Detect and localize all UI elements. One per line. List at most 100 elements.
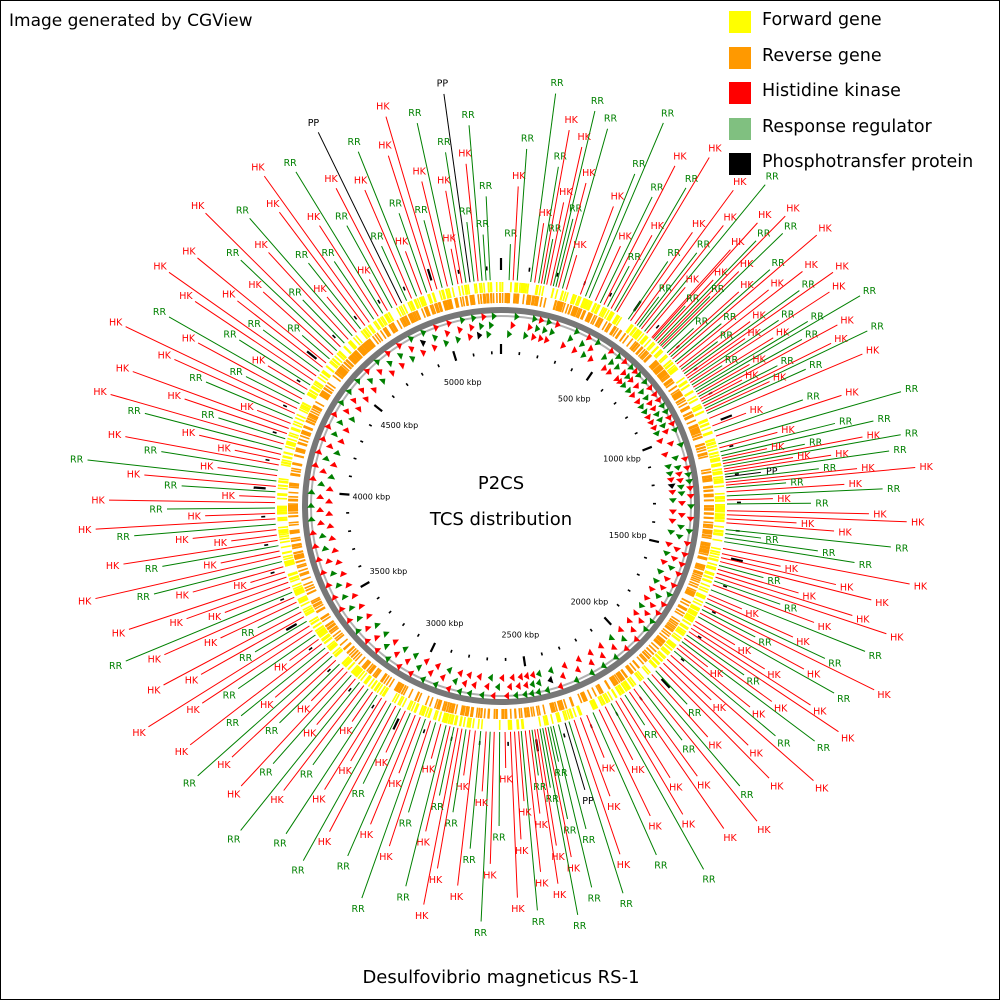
reverse-gene-mark (296, 564, 307, 569)
reverse-gene-mark (464, 706, 468, 717)
callout-line (725, 468, 819, 481)
rr-marker (573, 327, 580, 335)
rr-marker (419, 329, 427, 337)
forward-gene-mark (706, 442, 717, 447)
forward-gene-mark (442, 712, 448, 723)
outer-scale-tick (371, 704, 375, 709)
rr-label: RR (893, 445, 907, 456)
forward-gene-mark (376, 683, 384, 694)
hk-label: HK (740, 259, 754, 270)
reverse-gene-mark (345, 359, 354, 368)
hk-label: HK (106, 561, 120, 572)
hk-label: HK (91, 495, 105, 506)
forward-gene-mark (343, 345, 352, 355)
forward-gene-mark (290, 427, 301, 433)
hk-label: HK (78, 597, 92, 608)
reverse-gene-mark (653, 638, 663, 647)
rr-label: RR (784, 221, 798, 232)
rr-marker (321, 455, 330, 462)
reverse-gene-mark (654, 366, 663, 375)
forward-gene-mark (418, 297, 424, 307)
rr-label: RR (859, 560, 873, 571)
reverse-gene-mark (585, 312, 591, 323)
reverse-gene-mark (343, 642, 352, 651)
forward-gene-mark (364, 675, 373, 685)
reverse-gene-mark (688, 423, 698, 429)
rr-marker (673, 464, 682, 471)
callout-line (722, 436, 863, 465)
callout-line (262, 291, 334, 356)
callout-line (205, 512, 276, 517)
forward-gene-mark (704, 571, 715, 577)
forward-gene-mark (693, 597, 704, 604)
scale-tick (636, 573, 640, 577)
forward-gene-mark (283, 556, 294, 561)
reverse-gene-mark (301, 576, 312, 582)
rr-marker (541, 326, 548, 334)
reverse-gene-mark (676, 399, 687, 406)
reverse-gene-mark (486, 293, 489, 304)
reverse-gene-mark (591, 315, 598, 326)
reverse-gene-mark (327, 623, 337, 631)
reverse-gene-mark (352, 351, 361, 361)
reverse-gene-mark (643, 649, 652, 658)
hk-label: HK (752, 709, 766, 720)
reverse-gene-mark (464, 295, 469, 306)
callout-line (692, 624, 765, 670)
reverse-gene-mark (702, 478, 713, 482)
rr-marker (613, 653, 620, 660)
hk-marker (434, 662, 442, 671)
hk-label: HK (179, 291, 193, 302)
forward-gene-mark (590, 302, 597, 313)
forward-gene-mark (646, 341, 655, 350)
hk-label: HK (745, 609, 759, 620)
reverse-gene-mark (611, 675, 619, 685)
callout-line (480, 731, 491, 922)
callout-line (722, 547, 910, 585)
forward-gene-mark (385, 313, 393, 323)
hk-label: HK (132, 728, 146, 739)
forward-gene-mark (706, 564, 717, 569)
reverse-gene-mark (483, 708, 486, 719)
forward-gene-mark (542, 715, 547, 726)
reverse-gene-mark (470, 295, 474, 306)
forward-gene-mark (593, 304, 600, 314)
forward-gene-mark (677, 625, 687, 633)
reverse-gene-mark (291, 467, 302, 471)
reverse-gene-mark (590, 314, 596, 325)
callout-line (452, 729, 467, 813)
forward-gene-mark (467, 284, 471, 295)
reverse-gene-mark (326, 622, 336, 630)
reverse-gene-mark (678, 402, 688, 409)
hk-label: HK (774, 703, 788, 714)
reverse-gene-mark (390, 323, 398, 333)
callout-line (703, 342, 832, 407)
callout-line (368, 279, 388, 311)
reverse-gene-mark (424, 306, 430, 317)
reverse-gene-mark (346, 646, 356, 655)
hk-marker (325, 498, 334, 504)
hk-label: HK (222, 491, 236, 502)
scale-tick (557, 646, 561, 650)
forward-gene-mark (636, 333, 645, 342)
callout-line (283, 685, 365, 791)
callout-line (324, 697, 383, 790)
callout-line (326, 296, 357, 333)
reverse-gene-track (287, 292, 715, 720)
forward-gene-mark (541, 285, 545, 297)
reverse-gene-mark (539, 296, 543, 307)
callout-line (512, 186, 519, 281)
forward-gene-mark (317, 376, 327, 384)
callout-line (676, 289, 769, 365)
rr-marker (623, 372, 631, 380)
hk-label: HK (752, 310, 766, 321)
outer-scale-tick (660, 678, 671, 689)
reverse-gene-mark (691, 433, 702, 439)
rr-marker (386, 361, 393, 368)
forward-gene-mark (708, 451, 719, 456)
rr-label: RR (492, 832, 506, 843)
forward-gene-mark (277, 525, 289, 529)
reverse-gene-mark (382, 328, 390, 338)
reverse-gene-mark (345, 358, 355, 367)
forward-gene-mark (656, 651, 666, 660)
